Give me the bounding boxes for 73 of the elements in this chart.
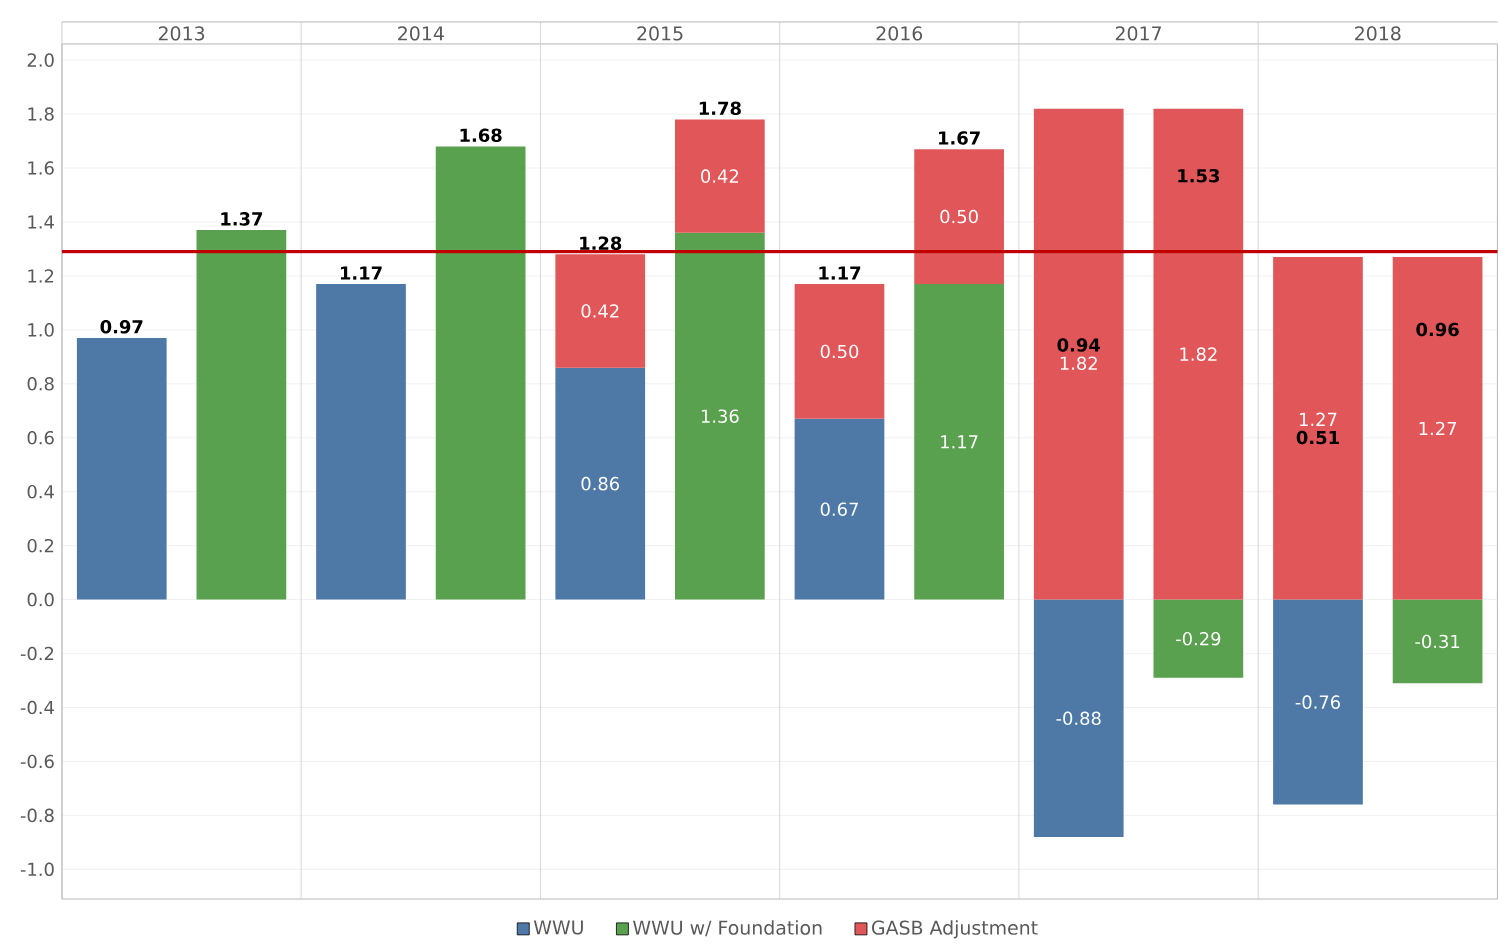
bar [316, 284, 406, 600]
bar [675, 232, 765, 600]
total-label: 0.51 [1296, 430, 1339, 445]
total-label: 1.78 [699, 101, 741, 116]
bar [1153, 599, 1244, 679]
total-label: 0.97 [100, 320, 143, 334]
y-tick-label: 0.8 [27, 377, 54, 391]
total-label: 1.37 [221, 212, 263, 226]
y-tick-label: 0.2 [27, 539, 54, 553]
data-label: 0.42 [701, 169, 739, 184]
data-label: 1.36 [701, 409, 739, 424]
bar [555, 367, 646, 600]
total-label: 1.67 [939, 131, 980, 145]
bar [1392, 599, 1483, 684]
total-label: 0.94 [1057, 338, 1101, 352]
legend-label: WWU [533, 920, 583, 935]
y-tick-label: -0.6 [20, 754, 54, 769]
x-tick-label: 2015 [637, 26, 683, 41]
bar [435, 146, 526, 600]
bar [1153, 108, 1244, 600]
y-tick-label: -0.4 [20, 700, 54, 715]
bar [794, 419, 885, 600]
bar [1273, 257, 1363, 600]
data-label: -0.88 [1056, 711, 1101, 726]
y-tick-label: 1.0 [28, 323, 54, 337]
legend-label: GASB Adjustment [872, 920, 1038, 939]
bar [675, 119, 765, 233]
data-label: 1.27 [1419, 421, 1456, 436]
x-tick-label: 2013 [158, 26, 205, 41]
total-label: 1.53 [1178, 169, 1220, 183]
data-label: 1.82 [1060, 356, 1097, 371]
y-tick-label: -1.0 [20, 862, 54, 877]
total-label: 1.28 [580, 236, 622, 251]
y-tick-label: -0.2 [20, 647, 54, 661]
bar [914, 284, 1004, 600]
data-label: 0.50 [820, 344, 859, 359]
y-tick-label: 0.4 [27, 485, 54, 499]
total-label: 0.96 [1416, 322, 1459, 337]
bar [1273, 599, 1363, 805]
x-tick-label: 2014 [398, 26, 444, 41]
bar [1033, 108, 1124, 600]
y-tick-label: 1.2 [28, 269, 54, 283]
bar [914, 149, 1004, 285]
y-tick-label: 2.0 [27, 53, 54, 68]
legend-label: WWU w/ Foundation [633, 920, 822, 937]
data-label: -0.31 [1415, 634, 1460, 649]
y-tick-label: 0.0 [27, 593, 54, 607]
bar [1033, 599, 1124, 838]
data-label: 0.42 [581, 304, 619, 318]
y-tick-label: -0.8 [20, 808, 54, 823]
bar [1392, 257, 1483, 600]
data-label: -0.76 [1295, 695, 1341, 710]
data-label: 1.27 [1300, 412, 1337, 427]
total-label: 1.68 [460, 128, 502, 143]
data-label: 1.17 [941, 435, 978, 449]
data-label: -0.29 [1176, 632, 1221, 646]
x-tick-label: 2016 [876, 26, 923, 41]
data-label: 0.67 [820, 502, 858, 517]
bar [76, 338, 167, 600]
data-label: 0.86 [581, 477, 620, 491]
x-tick-label: 2018 [1355, 26, 1401, 41]
total-label: 1.17 [819, 266, 861, 280]
x-tick-label: 2017 [1115, 26, 1161, 41]
total-label: 1.17 [340, 266, 382, 280]
bar [196, 230, 287, 600]
y-tick-label: 1.8 [28, 107, 54, 122]
y-tick-label: 1.4 [28, 215, 54, 229]
data-label: 0.50 [940, 210, 978, 224]
bar [555, 254, 646, 368]
data-label: 1.82 [1180, 347, 1217, 362]
y-tick-label: 1.6 [28, 161, 54, 176]
y-tick-label: 0.6 [27, 431, 54, 445]
bar [794, 284, 885, 420]
